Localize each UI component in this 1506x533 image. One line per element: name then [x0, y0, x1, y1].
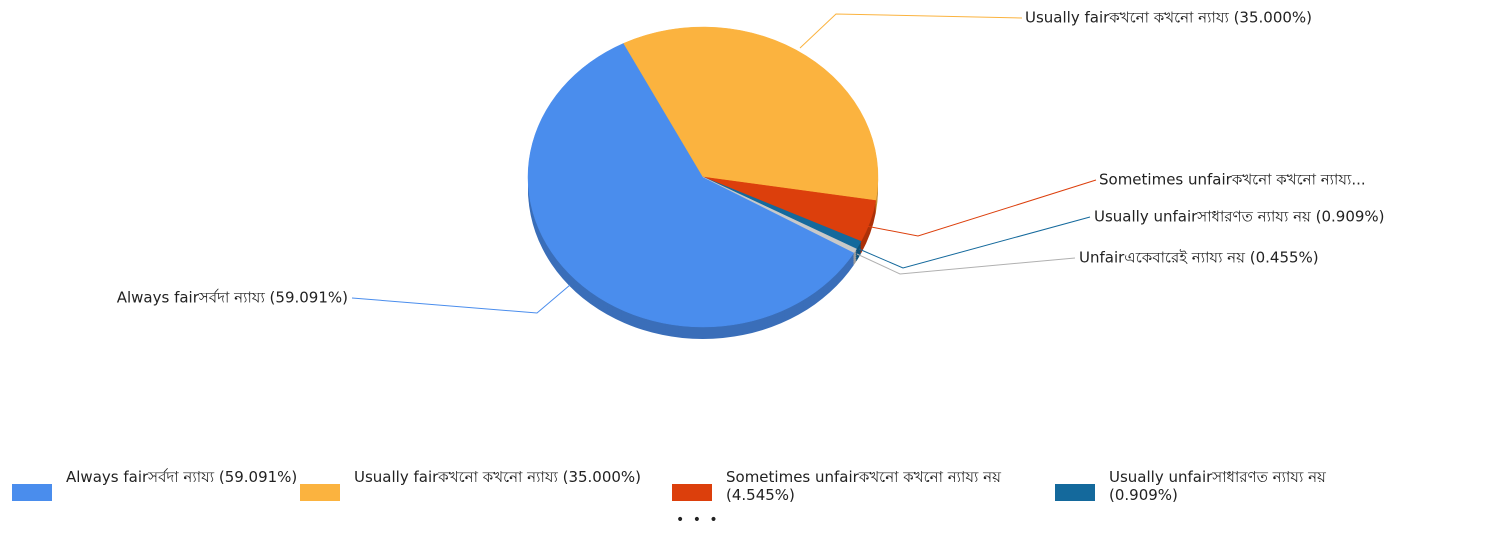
callout-line	[856, 253, 1076, 275]
legend-text: Always fairসর্বদা ন্যায্য (59.091%)	[66, 468, 356, 486]
legend-item[interactable]: Usually unfairসাধারণত ন্যায্য নয় (0.909…	[1055, 468, 1399, 504]
legend-text: Usually fairকখনো কখনো ন্যায্য (35.000%)	[354, 468, 644, 486]
callout-line	[351, 284, 571, 314]
slice	[527, 42, 855, 328]
callout-line	[799, 13, 1023, 49]
legend-value: (0.909%)	[1109, 486, 1178, 504]
slice	[623, 26, 879, 201]
legend-label: Always fairসর্বদা ন্যায্য	[66, 468, 215, 486]
pie-area: Always fairসর্বদা ন্যায্য (59.091%) Usual…	[117, 9, 1385, 340]
callout-label: Always fairসর্বদা ন্যায্য (59.091%)	[117, 289, 348, 307]
callout-label: Usually fairকখনো কখনো ন্যায্য (35.000%)	[1025, 9, 1312, 27]
callout-line	[858, 216, 1091, 269]
callout-label: Sometimes unfairকখনো কখনো ন্যায্য...	[1099, 171, 1366, 189]
callout-label: Usually unfairসাধারণত ন্যায্য নয় (0.909…	[1094, 208, 1385, 226]
legend-item[interactable]: Sometimes unfairকখনো কখনো ন্যায্য নয় (4…	[672, 468, 1016, 504]
legend-swatch	[1055, 484, 1095, 501]
legend-item[interactable]: Usually fairকখনো কখনো ন্যায্য (35.000%)	[300, 468, 644, 501]
legend-label: Sometimes unfairকখনো কখনো ন্যায্য নয়	[726, 468, 1001, 486]
legend-value: (59.091%)	[218, 468, 298, 486]
legend-label: Usually fairকখনো কখনো ন্যায্য	[354, 468, 558, 486]
legend-text: Sometimes unfairকখনো কখনো ন্যায্য নয় (4…	[726, 468, 1016, 504]
legend-text: Usually unfairসাধারণত ন্যায্য নয় (0.909…	[1109, 468, 1399, 504]
legend-item[interactable]: Always fairসর্বদা ন্যায্য (59.091%)	[12, 468, 356, 501]
legend-swatch	[12, 484, 52, 501]
legend-more[interactable]: • • •	[676, 512, 720, 528]
legend-value: (4.545%)	[726, 486, 795, 504]
slice	[702, 176, 857, 254]
callout-label: Unfairএকেবারেই ন্যায্য নয় (0.455%)	[1079, 249, 1319, 267]
legend-value: (35.000%)	[562, 468, 642, 486]
legend-swatch	[300, 484, 340, 501]
callout-line	[865, 179, 1097, 237]
legend-swatch	[672, 484, 712, 501]
legend-label: Usually unfairসাধারণত ন্যায্য নয়	[1109, 468, 1326, 486]
legend: • • • Always fairসর্বদা ন্যায্য (59.091%…	[0, 468, 1506, 533]
